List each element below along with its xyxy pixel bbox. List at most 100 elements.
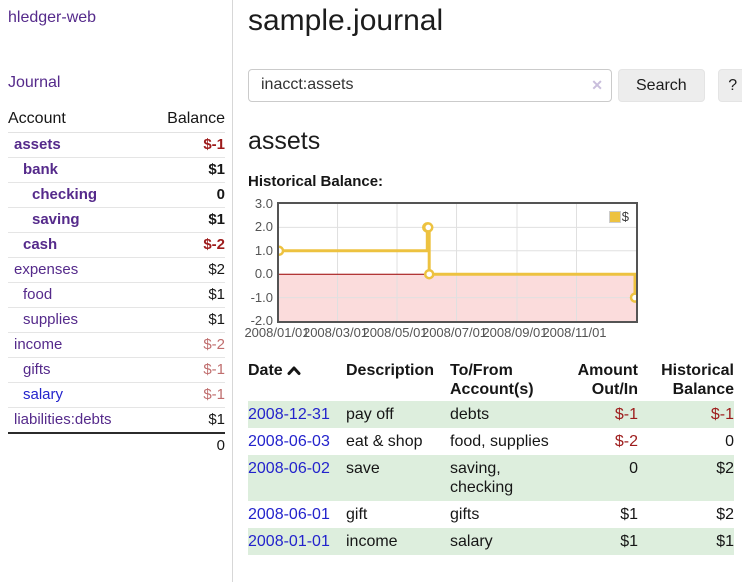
sidebar-item-journal[interactable]: Journal bbox=[8, 74, 61, 91]
transaction-date-cell: 2008-06-02 bbox=[248, 455, 346, 501]
accounts-total-balance: 0 bbox=[147, 432, 225, 458]
account-link[interactable]: cash bbox=[23, 236, 58, 253]
transaction-accounts-cell: gifts bbox=[450, 506, 480, 523]
account-name-cell: gifts bbox=[8, 357, 148, 383]
historical-balance-chart: 3.0 2.0 1.0 0.0 -1.0 -2.0 $ 2008/01/01 2008/03… bbox=[244, 197, 742, 342]
accounts-total-row: 0 bbox=[8, 432, 225, 458]
y-axis-tick-label: 1.0 bbox=[254, 242, 273, 258]
transaction-row: 2008-06-01 gift gifts $1 $2 bbox=[248, 501, 734, 528]
transaction-row: 2008-12-31 pay off debts $-1 $-1 bbox=[248, 401, 734, 428]
search-input[interactable] bbox=[248, 69, 612, 102]
account-name-cell: liabilities:debts bbox=[8, 407, 148, 433]
account-link[interactable]: assets bbox=[14, 136, 61, 153]
account-link[interactable]: checking bbox=[32, 186, 98, 203]
chart-heading: Historical Balance: bbox=[248, 173, 384, 190]
help-button[interactable]: ? bbox=[717, 69, 742, 102]
account-heading: assets bbox=[248, 127, 321, 155]
account-name-cell: checking bbox=[8, 182, 148, 208]
transaction-description-cell: pay off bbox=[346, 401, 450, 428]
register-header-description: Description bbox=[346, 362, 435, 379]
account-link[interactable]: food bbox=[23, 286, 53, 303]
account-name-cell: expenses bbox=[8, 257, 148, 283]
account-row: cash $-2 bbox=[8, 232, 225, 258]
transaction-row: 2008-06-02 save saving, checking 0 $2 bbox=[248, 455, 734, 501]
transaction-date-link[interactable]: 2008-12-31 bbox=[248, 406, 330, 423]
transaction-amount-cell: 0 bbox=[562, 455, 638, 501]
account-link[interactable]: salary bbox=[23, 386, 64, 403]
transaction-date-cell: 2008-01-01 bbox=[248, 528, 346, 555]
account-name-cell: bank bbox=[8, 157, 148, 183]
account-balance: $1 bbox=[147, 407, 225, 433]
account-name-cell: income bbox=[8, 332, 148, 358]
transaction-balance-cell: $2 bbox=[716, 506, 734, 523]
account-row: gifts $-1 bbox=[8, 357, 225, 383]
y-axis-tick-label: -1.0 bbox=[250, 289, 273, 305]
account-name-cell: saving bbox=[8, 207, 148, 233]
transaction-row: 2008-06-03 eat & shop food, supplies $-2 0 bbox=[248, 428, 734, 455]
account-row: expenses $2 bbox=[8, 257, 225, 283]
app-title-link[interactable]: hledger-web bbox=[8, 9, 97, 26]
register-table: Date Description To/From Account(s) Amou… bbox=[248, 358, 734, 555]
transaction-date-link[interactable]: 2008-06-03 bbox=[248, 433, 330, 450]
account-link[interactable]: liabilities:debts bbox=[14, 411, 112, 428]
x-axis-tick-label: 2008/09/01 bbox=[482, 325, 548, 340]
main-content: sample.journal ✕ Search ? assets Histori… bbox=[233, 0, 742, 582]
account-link[interactable]: gifts bbox=[23, 361, 51, 378]
account-row: assets $-1 bbox=[8, 133, 225, 158]
accounts-total-spacer bbox=[8, 432, 148, 458]
account-link[interactable]: income bbox=[14, 336, 63, 353]
account-link[interactable]: saving bbox=[32, 211, 80, 228]
transaction-date-cell: 2008-06-03 bbox=[248, 428, 346, 455]
transaction-row: 2008-01-01 income salary $1 $1 bbox=[248, 528, 734, 555]
account-row: checking 0 bbox=[8, 182, 225, 208]
account-balance: $1 bbox=[147, 207, 225, 233]
transaction-date-link[interactable]: 2008-06-02 bbox=[248, 460, 330, 477]
transaction-accounts-cell: saving, checking bbox=[450, 455, 562, 501]
transaction-amount-cell: $-1 bbox=[562, 401, 638, 428]
account-name-cell: salary bbox=[8, 382, 148, 408]
transaction-balance-cell: 0 bbox=[725, 433, 734, 450]
transaction-balance-cell: $-1 bbox=[638, 401, 734, 428]
y-axis-tick-label: 0.0 bbox=[254, 266, 273, 282]
register-header-accounts: To/From Account(s) bbox=[450, 362, 534, 398]
account-row: bank $1 bbox=[8, 157, 225, 183]
account-row: liabilities:debts $1 bbox=[8, 407, 225, 433]
account-link[interactable]: expenses bbox=[14, 261, 79, 278]
account-balance: $-2 bbox=[147, 232, 225, 258]
transaction-description-cell: income bbox=[346, 528, 450, 555]
accounts-balance-table: Account Balance assets $-1 bank $1 checking 0… bbox=[8, 107, 225, 458]
account-row: income $-2 bbox=[8, 332, 225, 358]
transaction-balance-cell: $1 bbox=[638, 528, 734, 555]
register-table-body: 2008-12-31 pay off debts $-1 $-1 2008-06-03 ea… bbox=[248, 401, 734, 555]
account-balance: $-1 bbox=[203, 136, 225, 153]
legend-label: $ bbox=[621, 209, 629, 224]
search-form: ✕ Search ? bbox=[248, 69, 742, 102]
x-axis-tick-label: 2008/07/01 bbox=[421, 325, 488, 340]
account-link[interactable]: bank bbox=[23, 161, 59, 178]
account-link[interactable]: supplies bbox=[23, 311, 79, 328]
y-axis-tick-label: -2.0 bbox=[250, 313, 273, 328]
account-balance: $-1 bbox=[147, 382, 225, 408]
account-name-cell: food bbox=[8, 282, 148, 308]
account-row: saving $1 bbox=[8, 207, 225, 233]
transaction-date-link[interactable]: 2008-06-01 bbox=[248, 506, 330, 523]
balance-column-header: Balance bbox=[147, 107, 225, 133]
account-name-cell: cash bbox=[8, 232, 148, 258]
transaction-amount-cell: $1 bbox=[562, 528, 638, 555]
account-row: salary $-1 bbox=[8, 382, 225, 408]
y-axis-tick-label: 2.0 bbox=[254, 219, 273, 235]
page-title: sample.journal bbox=[248, 4, 444, 37]
legend-swatch-icon bbox=[608, 210, 621, 223]
search-button[interactable]: Search bbox=[618, 69, 705, 102]
account-name-cell: assets bbox=[8, 133, 147, 158]
clear-search-icon[interactable]: ✕ bbox=[591, 77, 603, 93]
transaction-date-link[interactable]: 2008-01-01 bbox=[248, 533, 330, 550]
x-axis-tick-label: 2008/11/01 bbox=[542, 325, 607, 340]
register-header-date[interactable]: Date bbox=[248, 358, 346, 401]
transaction-accounts-cell: debts bbox=[450, 401, 562, 428]
transaction-description-cell: gift bbox=[346, 506, 368, 523]
account-balance: $1 bbox=[147, 307, 225, 333]
sort-ascending-icon bbox=[287, 362, 301, 381]
transaction-accounts-cell: food, supplies bbox=[450, 433, 549, 450]
transaction-description-cell: eat & shop bbox=[346, 433, 423, 450]
